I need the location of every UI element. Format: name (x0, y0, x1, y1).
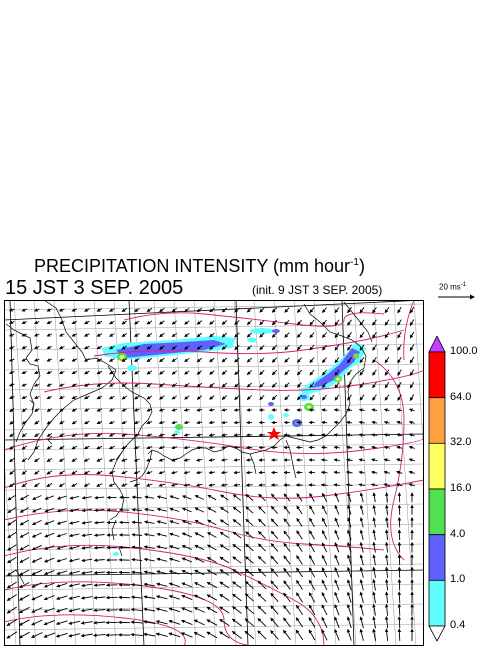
map-frame (4, 300, 424, 646)
colorbar-label: 1.0 (450, 573, 466, 586)
reference-vector-arrow (438, 294, 475, 300)
colorbar-bottom-triangle (428, 625, 446, 642)
colorbar-label: 0.4 (450, 619, 466, 631)
colorbar-label: 100.0 (450, 345, 478, 357)
valid-time: 15 JST 3 SEP. 2005 (5, 277, 184, 299)
precipitation-map (4, 300, 424, 646)
pressure-contours (4, 300, 424, 646)
wind-vectors (6, 306, 416, 641)
colorbar-label: 16.0 (450, 482, 472, 494)
location-star-marker (267, 427, 281, 440)
reference-vector-label: 20 ms-1 (439, 282, 467, 292)
colorbar (428, 336, 446, 642)
init-time: (init. 9 JST 3 SEP. 2005) (252, 283, 383, 297)
colorbar-label: 4.0 (450, 527, 466, 540)
colorbar-labels: 100.0 64.0 32.0 16.0 4.0 1.0 0.4 (428, 336, 500, 642)
chart-title: PRECIPITATION INTENSITY (mm hour-1) (34, 256, 365, 276)
coastlines (5, 300, 373, 585)
colorbar-label: 32.0 (450, 436, 472, 449)
colorbar-label: 64.0 (450, 390, 472, 403)
